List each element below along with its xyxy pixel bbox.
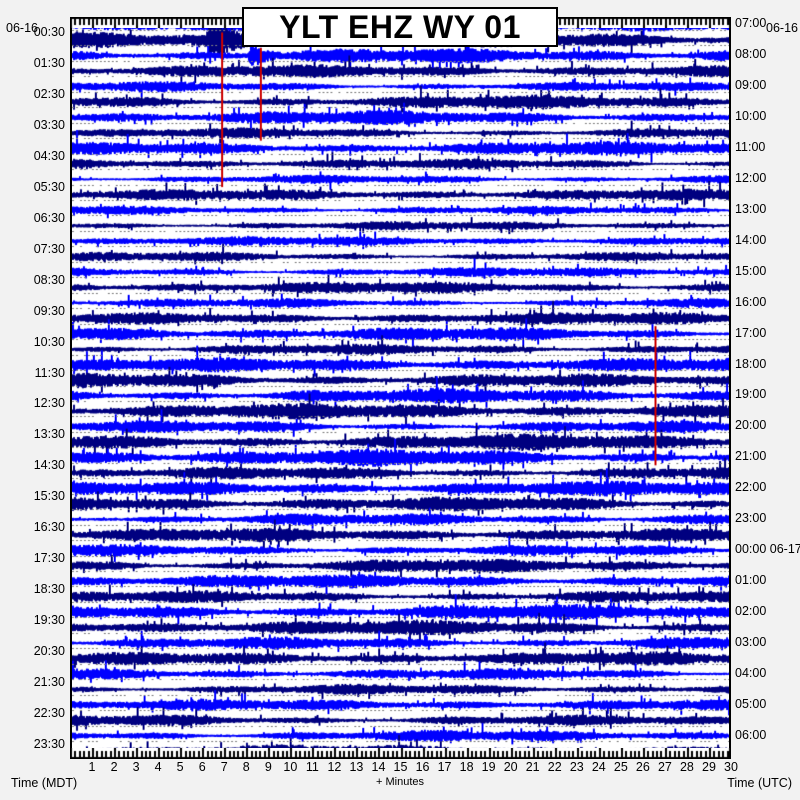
left-time-label: 10:30 (33, 334, 65, 349)
plot-title-box: YLT EHZ WY 01 (242, 7, 558, 47)
minute-tick-label: 3 (132, 760, 140, 774)
left-time-label: 06:30 (33, 210, 65, 225)
minute-tick-label: 10 (283, 760, 298, 774)
right-time-label: 15:00 (735, 263, 767, 278)
minute-tick-label: 25 (613, 760, 628, 774)
right-corner-date: 06-16 (766, 21, 798, 35)
minute-tick-label: 12 (327, 760, 342, 774)
minute-tick-label: 15 (393, 760, 408, 774)
left-time-label: 01:30 (33, 56, 65, 71)
minute-tick-label: 6 (198, 760, 206, 774)
minute-tick-label: 13 (349, 760, 364, 774)
minute-tick-label: 20 (503, 760, 518, 774)
right-time-label: 16:00 (735, 294, 767, 309)
bottom-tick-bar (70, 748, 731, 759)
right-time-label: 19:00 (735, 387, 767, 402)
left-time-label: 12:30 (33, 396, 65, 411)
minute-tick-label: 11 (305, 760, 319, 774)
minute-tick-label: 28 (679, 760, 694, 774)
trace-canvas (72, 17, 729, 759)
minute-tick-label: 17 (437, 760, 452, 774)
minute-tick-label: 4 (154, 760, 162, 774)
right-time-label: 04:00 (735, 665, 767, 680)
right-time-label: 05:00 (735, 696, 767, 711)
left-time-label: 08:30 (33, 272, 65, 287)
left-time-label: 20:30 (33, 643, 65, 658)
minute-tick-label: 30 (724, 760, 738, 774)
left-time-label: 13:30 (33, 427, 65, 442)
left-time-label: 15:30 (33, 489, 65, 504)
right-time-label: 11:00 (735, 140, 766, 155)
right-time-label: 23:00 (735, 511, 767, 526)
right-time-label: 12:00 (735, 171, 767, 186)
minute-tick-label: 2 (110, 760, 118, 774)
left-time-label: 23:30 (33, 736, 65, 751)
minute-tick-label: 24 (591, 760, 606, 774)
minute-tick-label: 16 (415, 760, 430, 774)
right-time-label: 22:00 (735, 480, 767, 495)
minute-tick-label: 1 (88, 760, 96, 774)
left-corner-date: 06-16 (6, 21, 38, 35)
minute-tick-label: 23 (569, 760, 584, 774)
right-time-label: 01:00 (735, 572, 767, 587)
x-axis-caption: + Minutes (376, 776, 424, 788)
left-time-label: 17:30 (33, 551, 65, 566)
minute-tick-label: 26 (635, 760, 650, 774)
minute-tick-label: 5 (176, 760, 184, 774)
right-time-label: 10:00 (735, 109, 767, 124)
minute-tick-label: 22 (547, 760, 562, 774)
right-time-label: 13:00 (735, 201, 767, 216)
right-time-label: 07:00 (735, 16, 767, 31)
left-time-label: 05:30 (33, 180, 65, 195)
minute-tick-label: 9 (264, 760, 272, 774)
left-time-label: 18:30 (33, 581, 65, 596)
minute-tick-label: 27 (657, 760, 672, 774)
left-time-label: 14:30 (33, 458, 65, 473)
right-time-label: 18:00 (735, 356, 767, 371)
right-time-label: 06:00 (735, 727, 767, 742)
left-time-label: 02:30 (33, 87, 65, 102)
left-time-label: 16:30 (33, 520, 65, 535)
page-title: YLT EHZ WY 01 (279, 9, 521, 45)
minute-tick-label: 7 (220, 760, 228, 774)
left-time-label: 09:30 (33, 303, 65, 318)
minute-tick-label: 8 (242, 760, 250, 774)
left-time-label: 03:30 (33, 118, 65, 133)
minute-tick-label: 18 (459, 760, 474, 774)
left-axis-caption: Time (MDT) (11, 776, 78, 790)
seismogram-plot-area[interactable] (70, 17, 731, 759)
right-time-label: 14:00 (735, 232, 767, 247)
right-time-label: 02:00 (735, 603, 767, 618)
left-time-label: 04:30 (33, 149, 65, 164)
right-time-label: 03:00 (735, 634, 767, 649)
left-time-label: 19:30 (33, 612, 65, 627)
minute-tick-label: 29 (702, 760, 716, 774)
left-time-label: 21:30 (33, 674, 65, 689)
right-time-label: 08:00 (735, 47, 767, 62)
right-time-label: 21:00 (735, 449, 767, 464)
right-time-label: 20:00 (735, 418, 767, 433)
right-time-label: 17:00 (735, 325, 767, 340)
left-time-label: 11:30 (34, 365, 65, 380)
right-axis-caption: Time (UTC) (727, 776, 792, 790)
right-time-label: 00:00 06-17 (735, 542, 800, 557)
minute-tick-label: 19 (481, 760, 496, 774)
left-time-label: 22:30 (33, 705, 65, 720)
minute-tick-label: 21 (525, 760, 540, 774)
left-time-label: 07:30 (33, 241, 65, 256)
left-time-label: 00:30 (33, 25, 65, 40)
right-time-label: 09:00 (735, 78, 767, 93)
minute-tick-label: 14 (371, 760, 386, 774)
